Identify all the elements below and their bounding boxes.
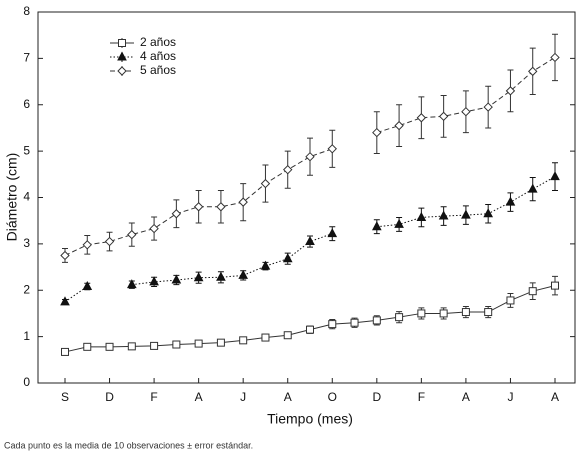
marker: [260, 260, 271, 270]
x-tick-label: A: [284, 390, 292, 404]
marker: [505, 196, 516, 206]
marker: [105, 342, 114, 351]
marker: [484, 308, 493, 317]
marker: [550, 171, 560, 181]
y-tick-label: 1: [23, 329, 30, 343]
y-tick-label: 7: [23, 51, 30, 65]
marker: [483, 208, 494, 218]
y-tick-label: 5: [23, 143, 30, 157]
marker: [328, 320, 337, 329]
y-tick-label: 4: [23, 190, 30, 204]
marker: [461, 106, 471, 117]
marker: [83, 342, 92, 351]
marker: [127, 342, 136, 351]
marker: [117, 51, 127, 61]
marker: [172, 340, 181, 349]
x-tick-label: O: [328, 390, 337, 404]
marker: [438, 111, 449, 122]
x-tick-label: A: [462, 390, 470, 404]
marker: [350, 318, 359, 327]
series-line: [64, 285, 556, 353]
legend-label: 5 años: [140, 63, 176, 77]
marker: [461, 209, 471, 219]
marker: [527, 183, 538, 193]
marker: [261, 333, 270, 342]
marker: [149, 223, 159, 234]
marker: [118, 39, 126, 47]
marker: [171, 274, 182, 284]
marker: [60, 296, 70, 306]
x-tick-label: F: [150, 390, 157, 404]
x-axis-label: Tiempo (mes): [267, 411, 353, 427]
marker: [216, 202, 226, 212]
marker: [82, 280, 93, 291]
marker: [416, 113, 427, 123]
marker: [395, 313, 404, 322]
marker: [282, 253, 293, 263]
legend-label: 4 años: [140, 49, 176, 63]
marker: [439, 309, 448, 318]
marker: [82, 240, 92, 250]
marker: [239, 336, 248, 345]
marker: [327, 228, 338, 238]
marker: [550, 52, 560, 63]
x-tick-label: J: [507, 390, 513, 404]
marker: [394, 218, 404, 228]
x-tick-label: A: [551, 390, 559, 404]
marker: [327, 144, 337, 154]
marker: [506, 296, 515, 305]
marker: [216, 338, 225, 347]
y-tick-label: 8: [23, 4, 30, 18]
marker: [528, 287, 537, 296]
legend-label: 2 años: [140, 35, 176, 49]
x-tick-label: D: [372, 390, 381, 404]
marker: [117, 66, 127, 76]
marker: [372, 316, 381, 325]
y-tick-label: 3: [23, 236, 30, 250]
y-tick-label: 0: [23, 375, 30, 389]
y-axis-label: Diámetro (cm): [4, 153, 20, 242]
marker: [104, 236, 115, 247]
marker: [193, 202, 204, 212]
x-tick-label: S: [61, 390, 69, 404]
marker: [61, 347, 69, 356]
marker: [372, 127, 382, 138]
marker: [127, 229, 137, 240]
y-tick-label: 6: [23, 97, 30, 111]
marker: [60, 250, 70, 261]
marker: [371, 221, 382, 231]
marker: [193, 272, 204, 282]
marker: [461, 308, 470, 317]
marker: [416, 211, 427, 221]
series-line: [64, 176, 556, 303]
marker: [194, 339, 203, 348]
x-tick-label: J: [240, 390, 246, 404]
x-tick-label: A: [195, 390, 203, 404]
marker: [505, 86, 516, 96]
marker: [150, 341, 159, 350]
marker: [305, 235, 315, 246]
y-tick-label: 2: [23, 282, 30, 296]
marker: [417, 309, 426, 318]
marker: [305, 151, 315, 162]
marker: [551, 281, 559, 290]
marker: [394, 120, 404, 131]
marker: [171, 209, 182, 219]
marker: [438, 210, 449, 220]
marker: [283, 164, 293, 175]
marker: [216, 271, 226, 281]
marker: [483, 102, 493, 112]
marker: [260, 178, 271, 189]
marker: [149, 276, 159, 286]
x-tick-label: F: [418, 390, 425, 404]
x-tick-label: D: [105, 390, 114, 404]
marker: [126, 279, 137, 289]
marker: [238, 197, 248, 207]
marker: [238, 269, 249, 279]
marker: [528, 66, 538, 77]
marker: [283, 331, 292, 340]
marker: [306, 325, 314, 334]
caption: Cada punto es la media de 10 observacion…: [4, 440, 253, 450]
